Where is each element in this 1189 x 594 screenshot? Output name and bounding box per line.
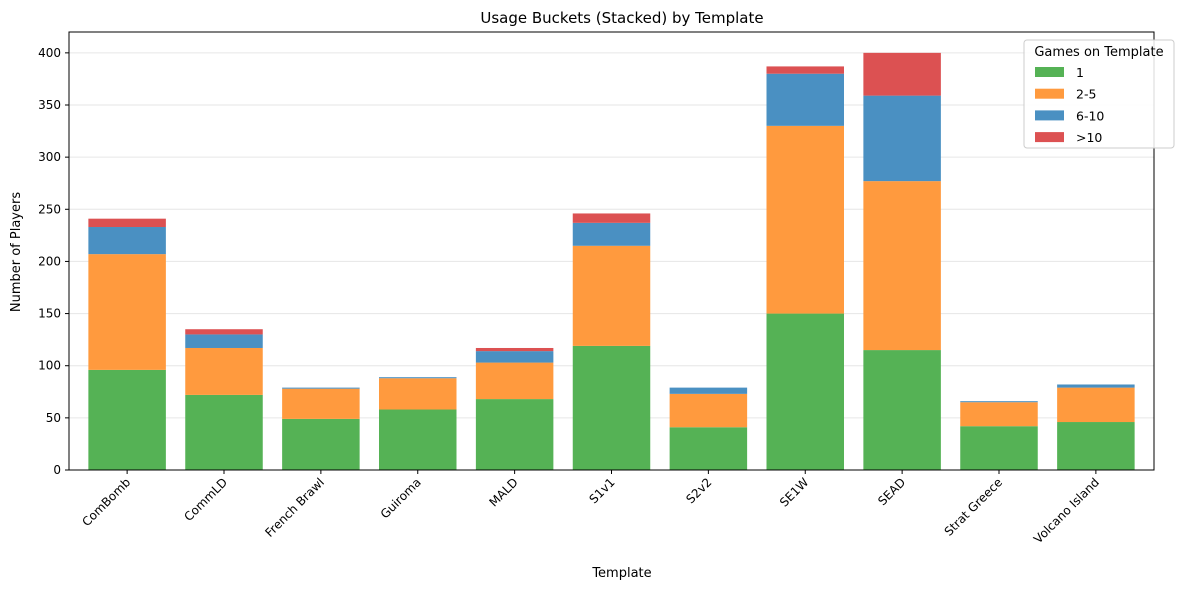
legend-swatch <box>1035 67 1064 77</box>
bar-segment <box>766 66 844 74</box>
bar-segment <box>88 218 166 228</box>
y-tick-label: 0 <box>53 463 61 477</box>
bar-segment <box>669 393 748 428</box>
bar-segment <box>960 402 1038 427</box>
legend-title: Games on Template <box>1034 45 1163 60</box>
y-tick-label: 200 <box>38 254 61 268</box>
legend-swatch <box>1035 88 1064 99</box>
bar-segment <box>863 181 941 351</box>
y-axis-label: Number of Players <box>9 192 24 312</box>
bar-segment <box>669 427 748 470</box>
x-tick-label: S1v1 <box>587 475 618 506</box>
bar-segment <box>475 399 554 470</box>
bar-segment <box>669 387 748 394</box>
legend-label: >10 <box>1076 130 1102 145</box>
x-tick-label: Volcano Island <box>1031 475 1102 546</box>
x-tick-label: SE1W <box>777 475 812 510</box>
bar-segment <box>88 369 166 470</box>
bar-segment <box>88 227 166 255</box>
y-tick-label: 400 <box>38 46 61 60</box>
bar-segment <box>282 388 360 419</box>
y-tick-label: 100 <box>38 359 61 373</box>
bar-segment <box>282 418 360 470</box>
bar-segment <box>185 329 263 335</box>
bar-segment <box>185 334 263 348</box>
x-tick-label: ComBomb <box>79 475 133 529</box>
bar-segment <box>475 351 554 363</box>
x-axis-label: Template <box>591 566 651 581</box>
legend-label: 1 <box>1076 65 1084 80</box>
bar-segment <box>379 378 457 410</box>
y-tick-label: 300 <box>38 150 61 164</box>
legend-label: 6-10 <box>1076 108 1104 123</box>
bar-segment <box>1057 422 1135 470</box>
x-tick-label: MALD <box>486 475 520 509</box>
bar-segment <box>960 426 1038 470</box>
legend: Games on Template 1 2-5 6-10 >10 <box>1023 39 1175 149</box>
bar-segment <box>282 387 360 389</box>
legend-label: 2-5 <box>1076 87 1096 102</box>
y-tick-label: 150 <box>38 307 61 321</box>
y-tick-label: 250 <box>38 202 61 216</box>
x-tick-label: SEAD <box>875 475 908 508</box>
bar-segment <box>572 345 651 470</box>
y-tick-label: 50 <box>46 411 61 425</box>
bar-segment <box>475 347 554 352</box>
bar-segment <box>572 222 651 246</box>
chart-title: Usage Buckets (Stacked) by Template <box>480 9 763 27</box>
legend-swatch <box>1035 110 1064 121</box>
bar-segment <box>960 401 1038 403</box>
legend-swatch <box>1035 132 1064 143</box>
bar-segment <box>88 254 166 370</box>
x-tick-label: Strat Greece <box>942 475 1006 539</box>
y-axis: 0 50 100 150 200 250 300 350 400 <box>38 46 69 477</box>
x-tick-label: Guiroma <box>378 475 424 521</box>
bar-segment <box>1057 387 1135 423</box>
bar-segment <box>766 73 844 126</box>
bar-segment <box>185 394 263 470</box>
x-tick-label: French Brawl <box>262 475 327 540</box>
bar-segment <box>766 125 844 314</box>
bar-segment <box>379 409 457 470</box>
bar-segment <box>863 95 941 182</box>
bar-segment <box>766 313 844 470</box>
x-axis: ComBomb CommLD French Brawl Guiroma MALD S1v1… <box>79 470 1102 546</box>
x-tick-label: S2v2 <box>683 475 714 506</box>
bar-segment <box>572 213 651 223</box>
bar-segment <box>572 245 651 346</box>
x-tick-label: CommLD <box>181 475 230 524</box>
y-tick-label: 350 <box>38 98 61 112</box>
bar-segment <box>379 377 457 379</box>
bar-segment <box>863 350 941 470</box>
bar-segment <box>185 347 263 395</box>
bar-segment <box>1057 384 1135 388</box>
bar-segment <box>863 52 941 96</box>
bars <box>88 52 1135 470</box>
bar-segment <box>475 362 554 400</box>
